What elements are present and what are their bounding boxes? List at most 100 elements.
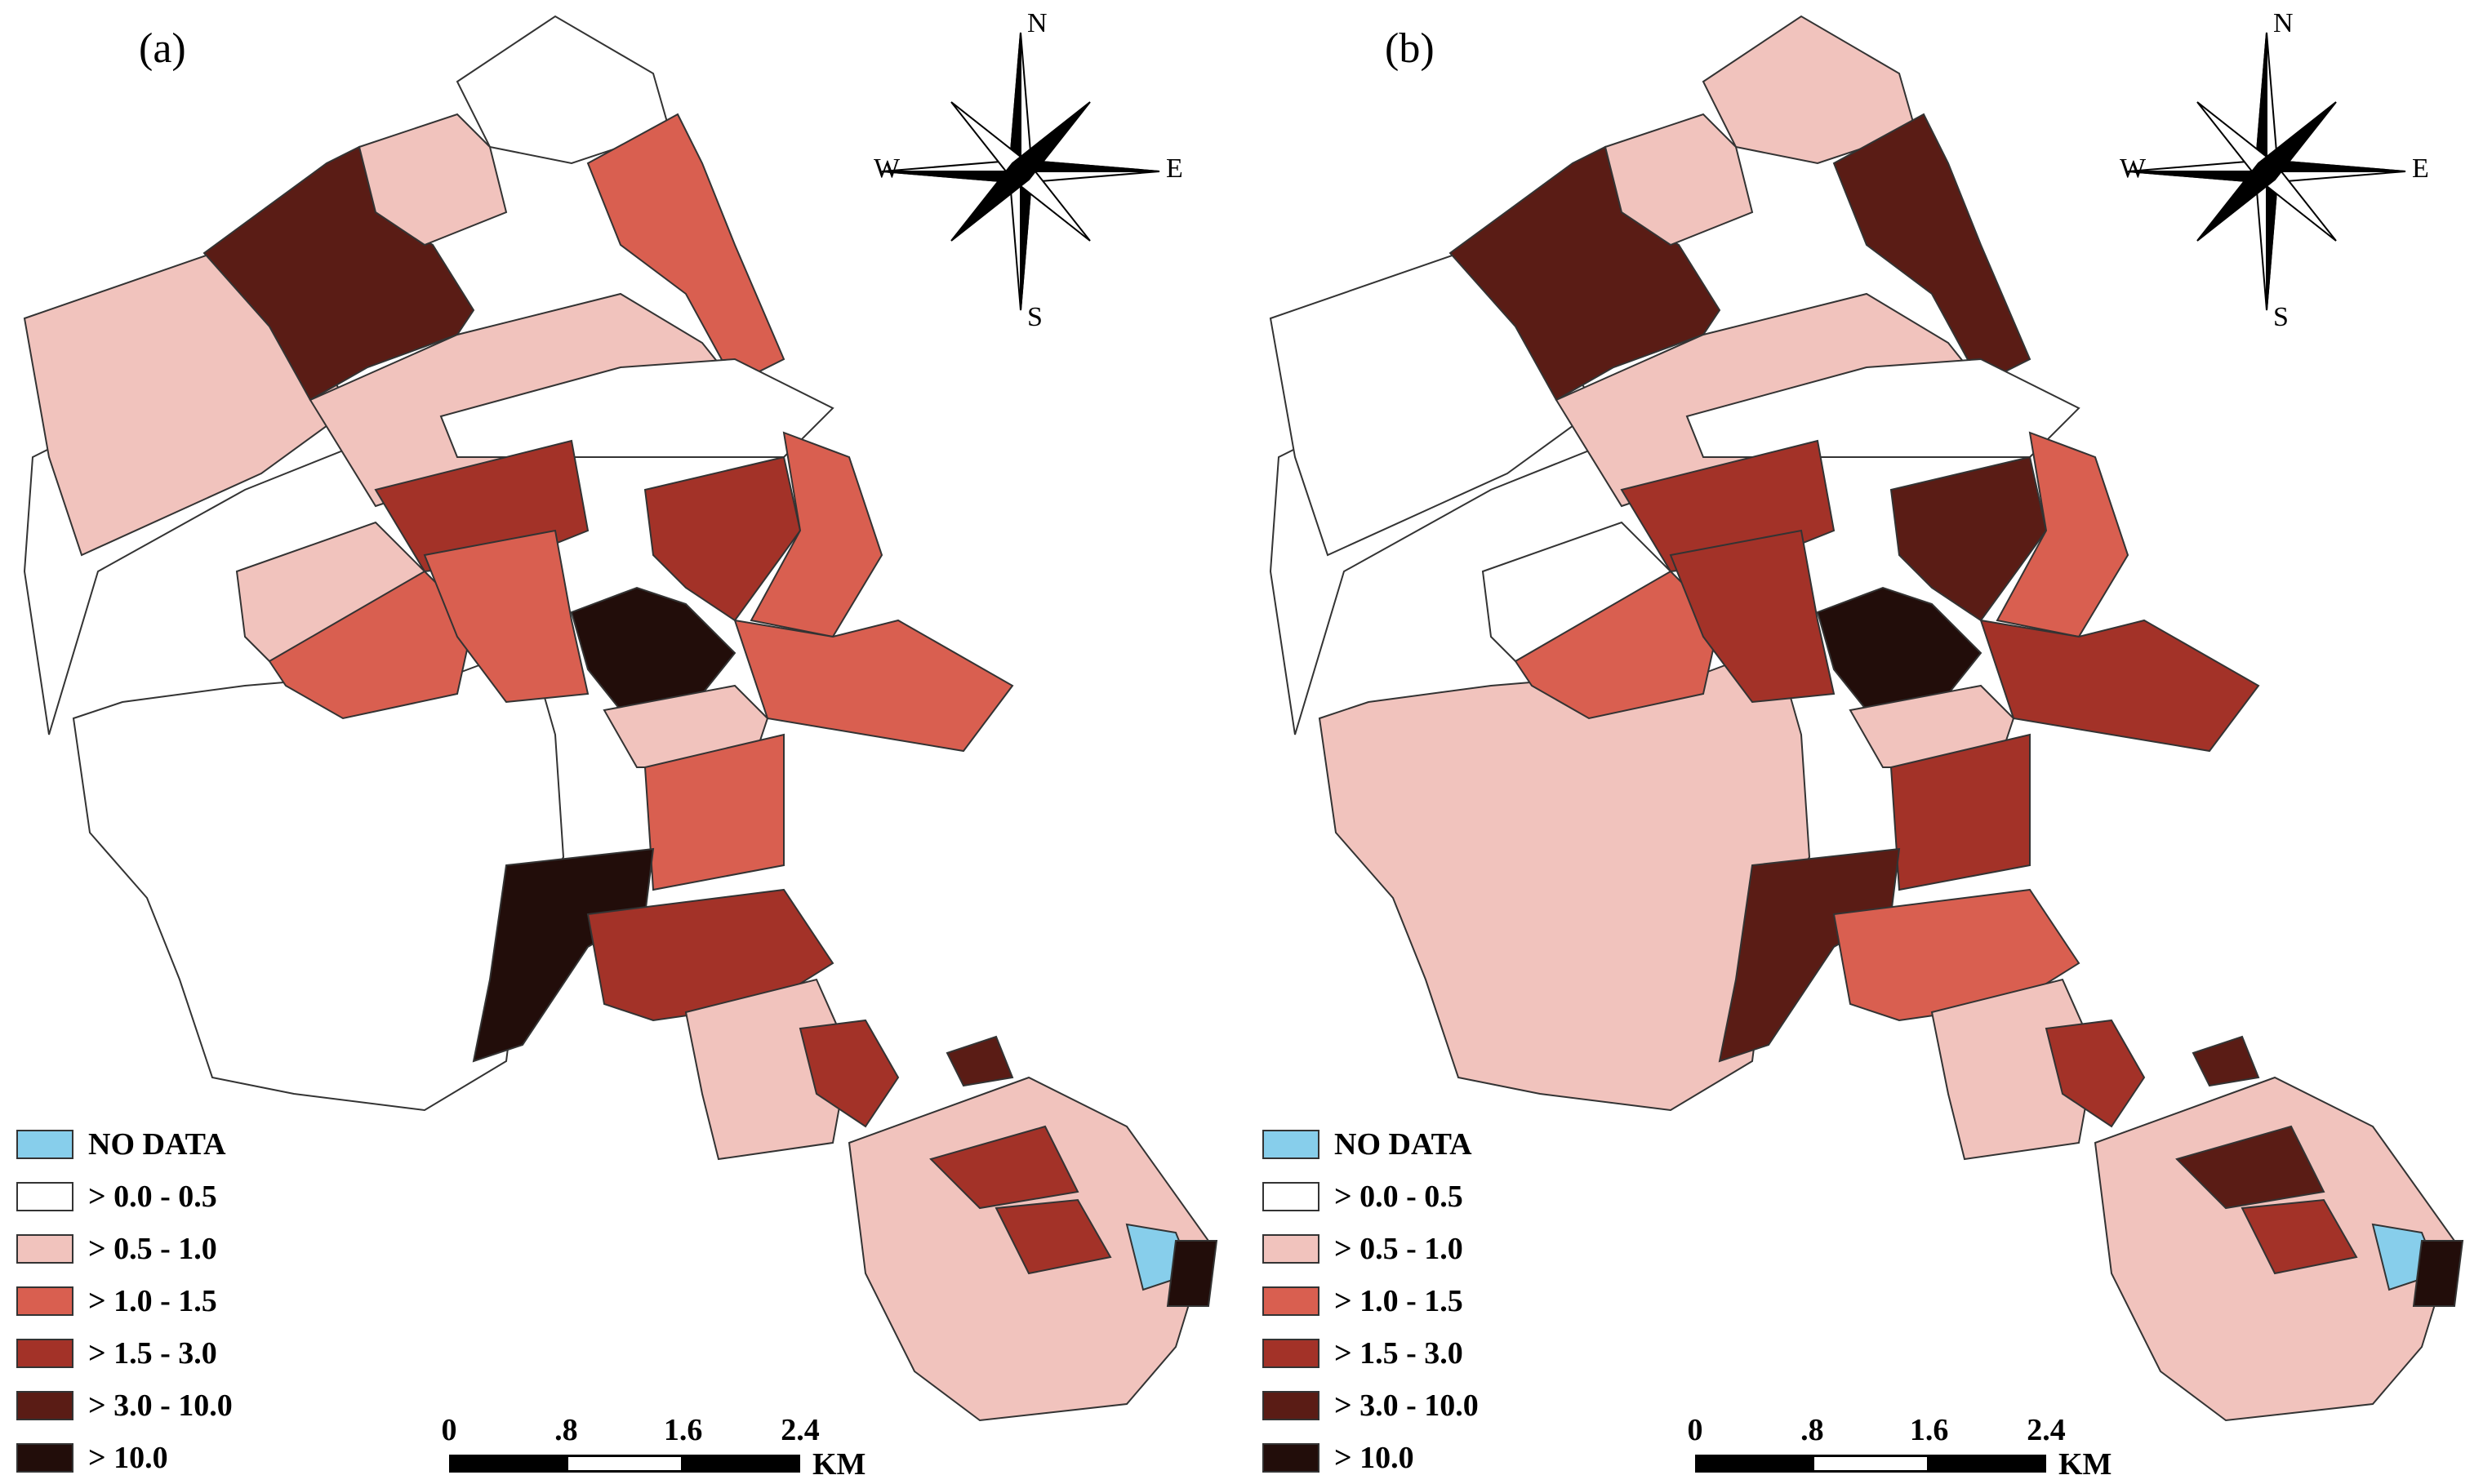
legend-row: > 0.0 - 0.5: [1262, 1171, 1605, 1223]
choropleth-map-b: [1269, 15, 2464, 1422]
legend-b: NO DATA > 0.0 - 0.5 > 0.5 - 1.0 > 1.0 - 1.5…: [1262, 1118, 1605, 1484]
legend-swatch: [1262, 1443, 1319, 1473]
region-tail-end-dark: [2412, 1240, 2464, 1307]
compass-rose-icon: [2127, 32, 2406, 311]
region-mid-red-center: [423, 529, 590, 704]
legend-label: > 3.0 - 10.0: [88, 1388, 233, 1423]
region-tail-brown-1: [929, 1125, 1079, 1210]
region-southeast-brown: [2045, 1019, 2146, 1128]
region-tail-brown-2: [2241, 1198, 2358, 1275]
legend-swatch: [16, 1339, 73, 1368]
scale-tick-label: 0: [441, 1413, 457, 1447]
region-tail-brown-1: [2175, 1125, 2325, 1210]
compass-north: N: [1027, 8, 1048, 38]
scale-bar-segment: [449, 1455, 567, 1473]
region-central-white: [439, 358, 834, 458]
panel-label-b: (b): [1385, 25, 1435, 72]
legend-swatch: [16, 1182, 73, 1211]
region-mid-red-left: [1514, 570, 1721, 720]
legend-label: > 0.5 - 1.0: [88, 1232, 217, 1266]
region-south-pink-lower: [1930, 978, 2097, 1161]
map-panel-a: (a) N S W E NO DATA > 0.0 - 0.5 > 0.5 - 1.…: [16, 8, 1218, 1484]
scale-bar-segment: [683, 1455, 800, 1473]
region-mid-red-center: [1669, 529, 1836, 704]
legend-label: > 0.0 - 0.5: [88, 1180, 217, 1214]
legend-label: NO DATA: [1334, 1127, 1472, 1162]
region-northeast-strip: [586, 113, 785, 385]
district-regions: [1269, 15, 2464, 1422]
region-southwest-dark: [1718, 847, 1901, 1063]
compass-west: W: [874, 153, 901, 184]
legend-label: > 0.0 - 0.5: [1334, 1180, 1463, 1214]
legend-swatch: [1262, 1182, 1319, 1211]
scale-bar-segment: [1929, 1455, 2046, 1473]
legend-swatch: [1262, 1391, 1319, 1420]
scale-bar-track: [449, 1455, 800, 1473]
legend-label: > 10.0: [88, 1441, 168, 1475]
scale-tick-label: .8: [1800, 1413, 1824, 1447]
legend-row: > 1.5 - 3.0: [1262, 1327, 1605, 1380]
scale-tick-label: 0: [1687, 1413, 1703, 1447]
scale-tick-label: 1.6: [663, 1413, 703, 1447]
compass-west: W: [2120, 153, 2147, 184]
panel-label-a: (a): [139, 25, 186, 72]
scale-bar-track: [1695, 1455, 2046, 1473]
region-north-dark: [1448, 145, 1721, 402]
legend-row: > 1.0 - 1.5: [1262, 1275, 1605, 1327]
legend-a: NO DATA > 0.0 - 0.5 > 0.5 - 1.0 > 1.0 - 1.5…: [16, 1118, 359, 1484]
region-southeast-brown: [799, 1019, 900, 1128]
legend-swatch: [16, 1391, 73, 1420]
compass-east: E: [1166, 153, 1183, 184]
legend-label: > 1.5 - 3.0: [1334, 1336, 1463, 1371]
choropleth-map-a: [23, 15, 1218, 1422]
compass-south: S: [1027, 302, 1043, 332]
legend-swatch: [1262, 1130, 1319, 1159]
legend-row: > 3.0 - 10.0: [16, 1380, 359, 1432]
region-center-dark: [570, 586, 736, 712]
region-central-white: [1685, 358, 2080, 458]
region-south-pink-lower: [684, 978, 851, 1161]
legend-label: > 1.5 - 3.0: [88, 1336, 217, 1371]
legend-swatch: [1262, 1234, 1319, 1264]
legend-swatch: [1262, 1286, 1319, 1316]
legend-label: > 1.0 - 1.5: [88, 1284, 217, 1318]
region-east-lower-red: [1979, 619, 2260, 753]
map-panel-b: (b) N S W E NO DATA > 0.0 - 0.5 > 0.5 - 1.…: [1246, 0, 2492, 1484]
legend-label: > 1.0 - 1.5: [1334, 1284, 1463, 1318]
legend-swatch: [16, 1130, 73, 1159]
legend-label: > 0.5 - 1.0: [1334, 1232, 1463, 1266]
scale-bar-segment: [566, 1455, 683, 1473]
legend-row: NO DATA: [16, 1118, 359, 1171]
region-tail-end-dark: [1166, 1240, 1218, 1307]
scale-bar-segment: [1695, 1455, 1813, 1473]
legend-label: NO DATA: [88, 1127, 226, 1162]
compass-east: E: [2412, 153, 2429, 184]
scale-unit: KM: [2058, 1447, 2112, 1482]
scale-tick-label: 2.4: [2027, 1413, 2066, 1447]
scale-unit: KM: [812, 1447, 866, 1482]
region-mid-red-left: [268, 570, 475, 720]
legend-row: > 1.0 - 1.5: [16, 1275, 359, 1327]
legend-row: > 0.0 - 0.5: [16, 1171, 359, 1223]
legend-row: > 0.5 - 1.0: [16, 1223, 359, 1275]
scale-tick-label: 2.4: [781, 1413, 820, 1447]
legend-row: NO DATA: [1262, 1118, 1605, 1171]
legend-row: > 3.0 - 10.0: [1262, 1380, 1605, 1432]
legend-swatch: [16, 1286, 73, 1316]
scalebar-a: 0 .8 1.6 2.4 KM: [441, 1412, 866, 1482]
scale-tick-label: 1.6: [1909, 1413, 1949, 1447]
legend-label: > 3.0 - 10.0: [1334, 1388, 1479, 1423]
scale-tick-label: .8: [554, 1413, 578, 1447]
legend-row: > 0.5 - 1.0: [1262, 1223, 1605, 1275]
compass-rose-icon: [881, 32, 1160, 311]
district-regions: [23, 15, 1218, 1422]
scale-bar-segment: [1812, 1455, 1929, 1473]
region-east-lower-red: [733, 619, 1014, 753]
region-north-dark: [202, 145, 475, 402]
region-tail-dark: [2192, 1035, 2260, 1087]
region-southwest-dark: [472, 847, 655, 1063]
region-north-pink: [358, 113, 508, 247]
legend-label: > 10.0: [1334, 1441, 1414, 1475]
region-northeast-strip: [1832, 113, 2031, 385]
legend-row: > 10.0: [1262, 1432, 1605, 1484]
